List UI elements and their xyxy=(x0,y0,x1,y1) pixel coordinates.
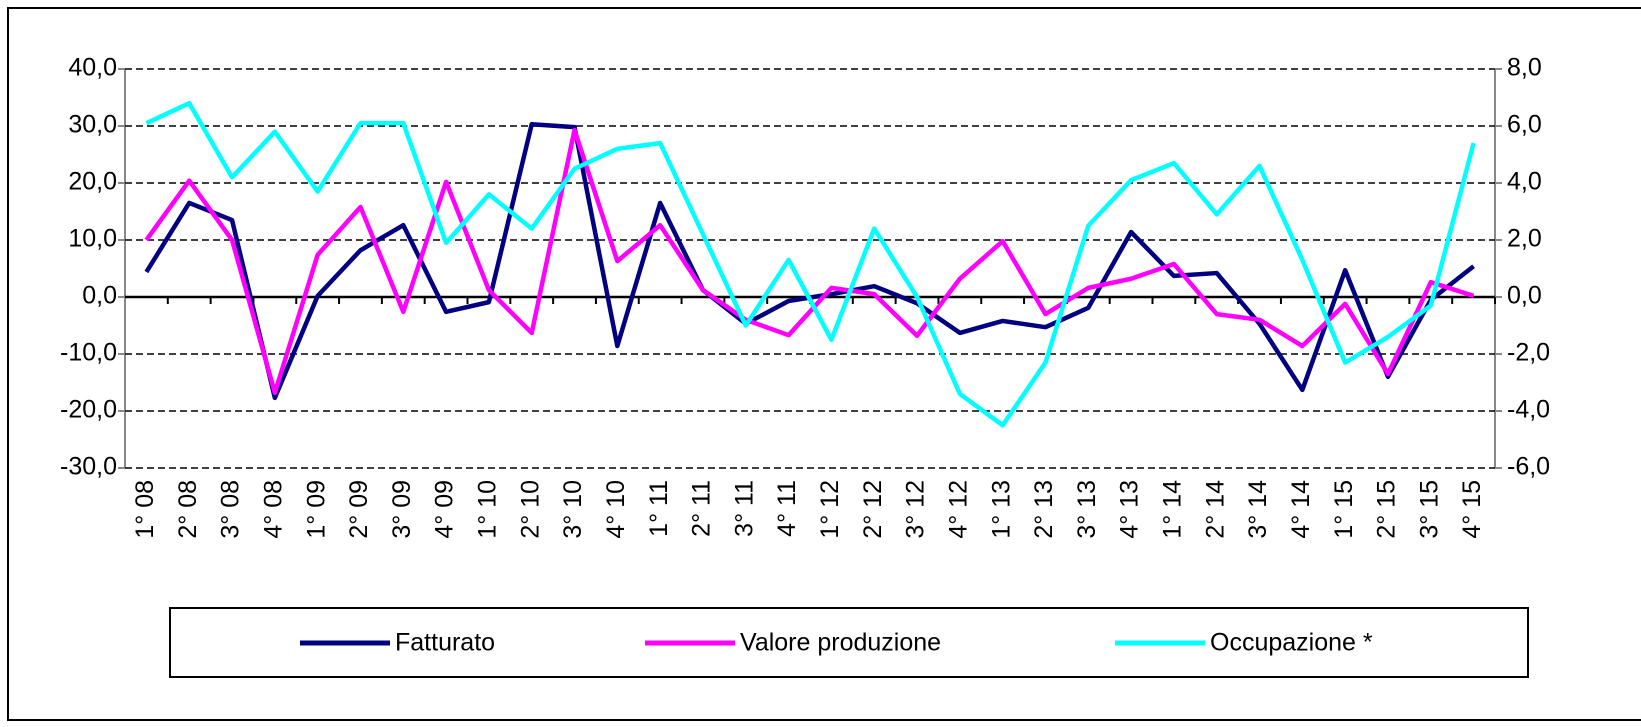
y2-tick-label: 2,0 xyxy=(1507,225,1542,253)
series-line xyxy=(144,127,1475,396)
x-tick-label: 4° 15 xyxy=(1458,480,1486,539)
x-tick-label: 1° 13 xyxy=(987,480,1015,539)
x-tick-label: 3° 09 xyxy=(388,480,416,539)
x-tick-label: 1° 10 xyxy=(474,480,502,539)
y-tick-label: 0,0 xyxy=(82,282,117,310)
series-line xyxy=(145,100,1476,428)
y-tick-label: 40,0 xyxy=(68,54,117,82)
legend-label: Occupazione * xyxy=(1210,629,1373,657)
y2-tick-label: 8,0 xyxy=(1507,54,1542,82)
x-tick-label: 2° 08 xyxy=(174,480,202,539)
x-tick-label: 4° 11 xyxy=(773,480,801,537)
x-tick-label: 4° 09 xyxy=(431,480,459,539)
y-tick-label: 10,0 xyxy=(68,225,117,253)
x-tick-label: 2° 14 xyxy=(1201,480,1229,539)
y2-tick-label: -4,0 xyxy=(1507,396,1550,424)
x-tick-label: 3° 11 xyxy=(730,480,758,537)
x-tick-label: 4° 10 xyxy=(602,480,630,539)
y2-tick-label: 6,0 xyxy=(1507,111,1542,139)
x-tick-label: 1° 12 xyxy=(816,480,844,539)
y-tick-label: -10,0 xyxy=(60,339,117,367)
x-tick-label: 2° 15 xyxy=(1373,480,1401,539)
x-tick-label: 1° 11 xyxy=(645,480,673,537)
x-tick-label: 1° 15 xyxy=(1330,480,1358,539)
x-tick-label: 3° 15 xyxy=(1415,480,1443,539)
x-tick-label: 3° 12 xyxy=(902,480,930,539)
x-tick-label: 2° 10 xyxy=(516,480,544,539)
y2-tick-label: -2,0 xyxy=(1507,339,1550,367)
x-tick-label: 2° 13 xyxy=(1030,480,1058,539)
legend-box xyxy=(169,607,1529,678)
x-tick-label: 3° 08 xyxy=(217,480,245,539)
x-tick-label: 3° 13 xyxy=(1073,480,1101,539)
x-tick-label: 3° 10 xyxy=(559,480,587,539)
x-tick-label: 2° 09 xyxy=(345,480,373,539)
y-tick-label: -20,0 xyxy=(60,396,117,424)
y-tick-label: 20,0 xyxy=(68,168,117,196)
legend-label: Fatturato xyxy=(395,629,495,657)
y-tick-label: 30,0 xyxy=(68,111,117,139)
x-tick-label: 4° 13 xyxy=(1116,480,1144,539)
x-tick-label: 1° 09 xyxy=(302,480,330,539)
x-tick-label: 4° 08 xyxy=(259,480,287,539)
y-tick-label: -30,0 xyxy=(60,453,117,481)
y2-tick-label: 4,0 xyxy=(1507,168,1542,196)
x-tick-label: 2° 11 xyxy=(688,480,716,537)
x-tick-label: 1° 08 xyxy=(131,480,159,539)
legend-label: Valore produzione xyxy=(740,629,941,657)
x-tick-label: 3° 14 xyxy=(1244,480,1272,539)
y2-tick-label: 0,0 xyxy=(1507,282,1542,310)
x-tick-label: 2° 12 xyxy=(859,480,887,539)
x-tick-label: 4° 12 xyxy=(944,480,972,539)
x-tick-label: 4° 14 xyxy=(1287,480,1315,539)
x-tick-label: 1° 14 xyxy=(1159,480,1187,539)
y2-tick-label: -6,0 xyxy=(1507,453,1550,481)
